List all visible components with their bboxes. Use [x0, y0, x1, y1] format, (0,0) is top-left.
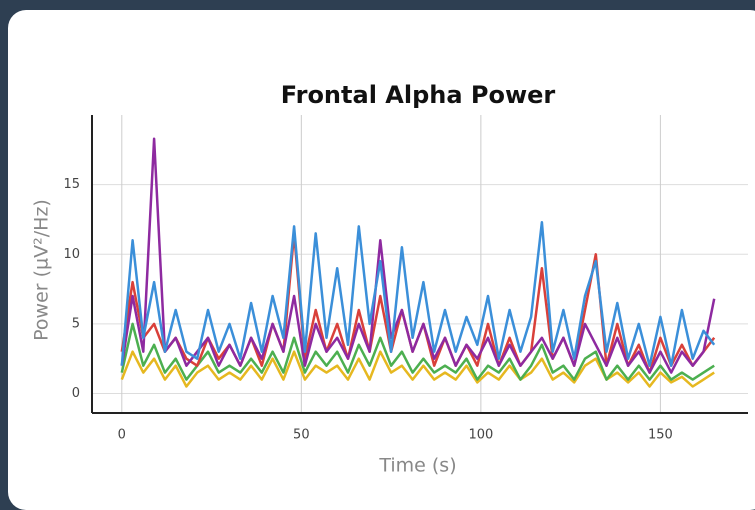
y-tick-label: 5 [72, 316, 80, 331]
y-tick-label: 0 [72, 386, 80, 401]
data-line [120, 137, 716, 374]
x-axis-label: Time (s) [378, 455, 456, 477]
data-line [120, 322, 715, 381]
data-line [120, 350, 715, 388]
y-tick-label: 15 [63, 177, 80, 192]
y-axis-label: Power (µV²/Hz) [31, 199, 53, 341]
chart-title: Frontal Alpha Power [281, 81, 556, 109]
y-tick-label: 10 [63, 247, 80, 262]
data-line [120, 220, 716, 367]
chart: Frontal Alpha Power Time (s) Power (µV²/… [31, 81, 748, 477]
x-tick-label: 150 [648, 428, 673, 443]
x-tick-label: 100 [468, 428, 493, 443]
x-tick-label: 50 [293, 428, 310, 443]
x-tick-label: 0 [118, 428, 126, 443]
